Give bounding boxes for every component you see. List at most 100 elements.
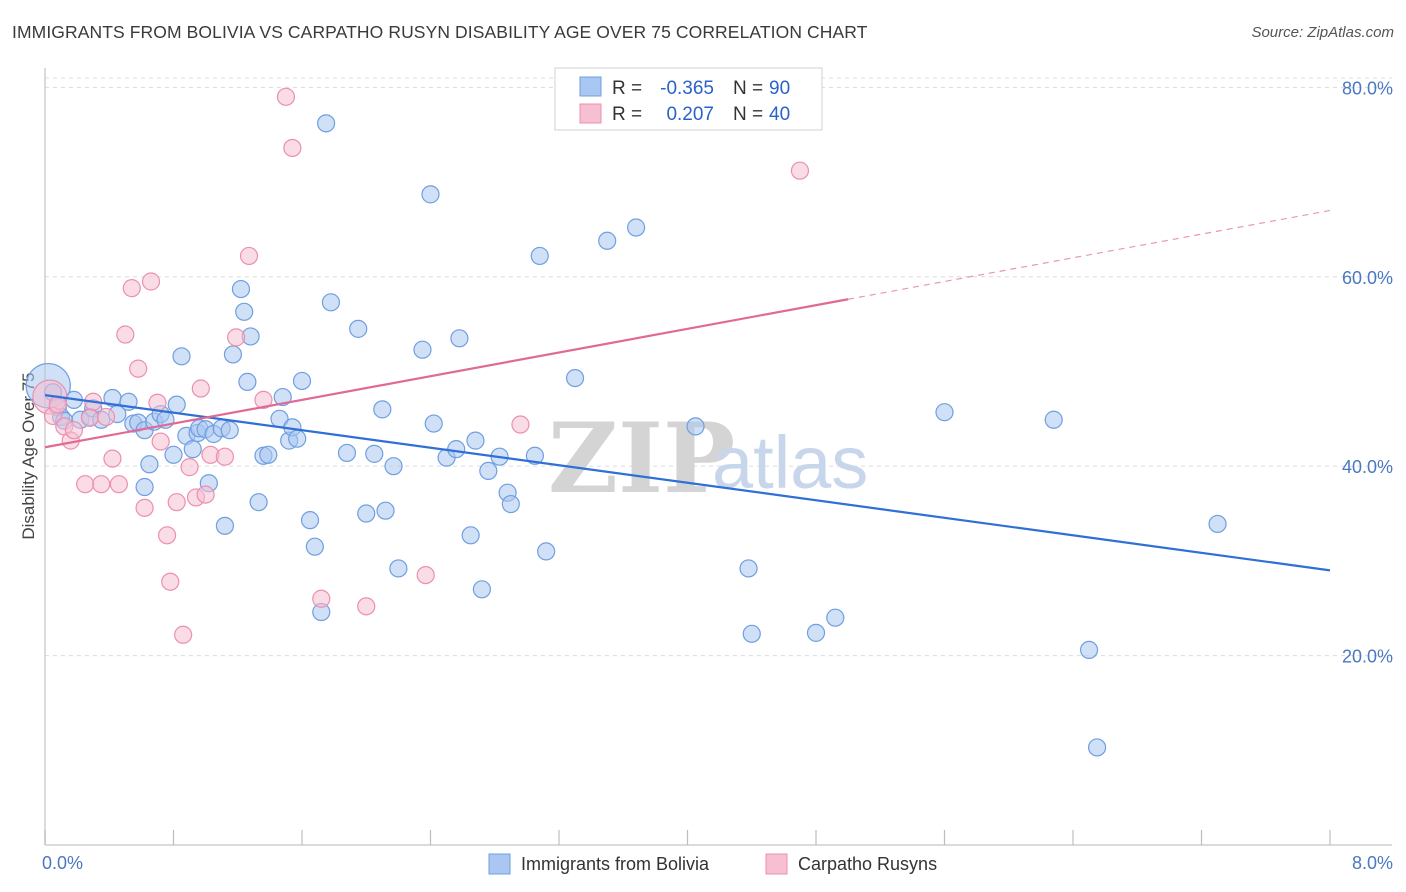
stats-legend-n-value-1: 90 <box>769 78 790 99</box>
bolivia-point-22 <box>167 395 186 414</box>
chart-source: Source: ZipAtlas.com <box>1251 24 1394 41</box>
rusyn-point-21 <box>161 572 180 591</box>
bolivia-point-62 <box>421 185 440 204</box>
series-carpatho-rusyns <box>32 87 810 644</box>
bolivia-point-73 <box>501 494 520 514</box>
y-tick-label-20: 20.0% <box>1342 647 1393 667</box>
bolivia-point-61 <box>413 340 432 359</box>
stats-legend-swatch-blue <box>579 76 602 97</box>
bolivia-point-43 <box>273 387 292 407</box>
stats-legend-n-label-2: N = <box>733 104 763 125</box>
bolivia-point-76 <box>537 542 556 561</box>
rusyn-point-38 <box>511 415 530 434</box>
bolivia-point-83 <box>806 623 826 642</box>
bolivia-point-57 <box>373 400 392 419</box>
bolivia-point-56 <box>365 444 384 463</box>
rusyn-point-7 <box>80 408 100 427</box>
bottom-legend-swatch-blue <box>488 853 511 875</box>
y-tick-label-60: 60.0% <box>1342 268 1393 288</box>
bolivia-point-82 <box>742 624 761 643</box>
bolivia-point-52 <box>321 293 341 312</box>
rusyn-point-14 <box>122 279 141 298</box>
stats-legend-r-label-1: R = <box>612 78 642 99</box>
bolivia-point-32 <box>215 516 234 535</box>
bolivia-point-37 <box>238 372 257 391</box>
rusyn-point-30 <box>227 328 246 347</box>
y-tick-label-40: 40.0% <box>1342 457 1393 477</box>
bolivia-point-78 <box>598 231 617 250</box>
rusyn-point-11 <box>103 449 122 468</box>
stats-legend-r-value-2: 0.207 <box>666 104 714 125</box>
bolivia-point-75 <box>530 246 549 266</box>
bolivia-point-59 <box>384 457 403 476</box>
bolivia-point-85 <box>935 403 954 422</box>
bolivia-point-74 <box>525 446 545 465</box>
rusyn-point-10 <box>96 407 116 427</box>
y-tick-label-80: 80.0% <box>1342 78 1393 98</box>
bolivia-point-58 <box>376 501 395 520</box>
rusyn-point-27 <box>196 485 215 504</box>
rusyn-point-16 <box>135 498 154 517</box>
rusyn-point-26 <box>191 379 210 398</box>
bolivia-point-63 <box>424 414 443 433</box>
rusyn-point-23 <box>174 625 193 644</box>
bolivia-point-86 <box>1044 410 1063 429</box>
bolivia-point-60 <box>389 559 408 578</box>
bolivia-point-36 <box>235 302 254 321</box>
bolivia-point-23 <box>172 347 191 366</box>
bolivia-point-51 <box>316 114 336 133</box>
rusyn-point-33 <box>276 87 296 106</box>
rusyn-point-35 <box>312 589 331 608</box>
bolivia-point-88 <box>1087 738 1107 757</box>
bolivia-point-41 <box>259 445 278 464</box>
rusyn-point-37 <box>416 565 435 585</box>
stats-legend-swatch-pink <box>579 103 602 124</box>
rusyn-trend-line-solid <box>44 298 849 449</box>
bolivia-point-81 <box>739 559 758 578</box>
bolivia-point-39 <box>249 493 268 512</box>
rusyn-point-22 <box>167 493 186 512</box>
rusyn-point-39 <box>790 161 810 180</box>
rusyn-point-17 <box>141 272 161 291</box>
bolivia-point-47 <box>292 371 312 391</box>
bolivia-point-16 <box>140 455 159 474</box>
rusyn-point-24 <box>180 458 199 477</box>
rusyn-point-19 <box>151 432 170 451</box>
bolivia-point-79 <box>626 218 646 237</box>
bolivia-point-70 <box>479 461 498 481</box>
bottom-legend-swatch-pink <box>765 853 788 875</box>
rusyn-trend-line-dashed <box>848 209 1331 300</box>
bolivia-point-66 <box>450 329 469 348</box>
rusyn-point-32 <box>254 390 273 409</box>
bolivia-point-34 <box>223 345 243 364</box>
rusyn-point-12 <box>109 475 128 494</box>
trend-lines <box>44 209 1331 572</box>
bolivia-point-54 <box>349 319 368 338</box>
bolivia-point-89 <box>1208 514 1227 534</box>
axes <box>44 68 1392 846</box>
bolivia-point-46 <box>288 429 307 448</box>
bolivia-point-84 <box>826 608 845 627</box>
grid-lines <box>45 77 1392 657</box>
bolivia-point-53 <box>337 443 357 463</box>
bolivia-point-87 <box>1079 640 1099 660</box>
bolivia-trend-line <box>44 394 1331 572</box>
rusyn-point-20 <box>157 526 177 545</box>
y-tick-labels: 20.0% 40.0% 60.0% 80.0% <box>1342 78 1393 666</box>
bolivia-point-48 <box>300 511 320 530</box>
watermark: ZIP atlas <box>548 402 868 515</box>
y-axis-label: Disability Age Over 75 <box>19 372 38 539</box>
bolivia-point-17 <box>135 477 154 497</box>
bolivia-point-69 <box>472 580 491 599</box>
bolivia-point-65 <box>447 440 466 459</box>
bolivia-point-35 <box>231 279 251 299</box>
bottom-legend: Immigrants from Bolivia Carpatho Rusyns <box>488 853 937 875</box>
stats-legend-n-label-1: N = <box>733 78 763 99</box>
stats-legend-r-value-1: -0.365 <box>660 78 714 99</box>
bolivia-point-67 <box>461 526 480 545</box>
bottom-legend-label-pink: Carpatho Rusyns <box>798 854 937 874</box>
bottom-legend-label-blue: Immigrants from Bolivia <box>521 854 710 874</box>
rusyn-point-34 <box>283 138 302 158</box>
rusyn-point-13 <box>116 325 135 344</box>
